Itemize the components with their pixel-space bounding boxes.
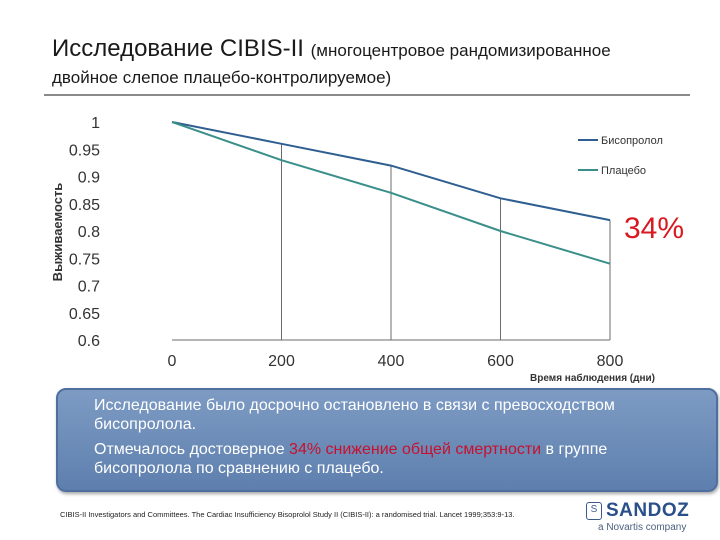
info-paragraph-2-start: Отмечалось достоверное: [94, 441, 290, 458]
y-tick-label: 0.9: [78, 170, 100, 187]
y-axis-label: Выживаемость: [50, 183, 65, 282]
info-box: Исследование было досрочно остановлено в…: [56, 388, 718, 492]
info-paragraph-1: Исследование было досрочно остановлено в…: [94, 397, 615, 433]
x-tick-label: 0: [168, 353, 177, 370]
title-main: Исследование CIBIS-II: [52, 35, 304, 62]
y-tick-label: 1: [91, 115, 100, 132]
sandoz-brand: SANDOZ: [606, 500, 690, 521]
info-paragraph-2-end: в группе бисопролола по сравнению с плац…: [94, 441, 608, 477]
info-paragraph-2: Отмечалось достоверное 34% снижение обще…: [94, 440, 704, 478]
legend-label-1: Бисопролол: [601, 135, 663, 147]
y-tick-label: 0.65: [69, 306, 100, 323]
y-tick-label: 0.8: [78, 224, 100, 241]
info-highlight: 34% снижение общей смертности: [289, 441, 542, 458]
sandoz-mark-icon: S: [586, 502, 602, 520]
y-tick-label: 0.85: [69, 197, 100, 214]
legend-label-2: Плацебо: [601, 165, 646, 177]
y-tick-label: 0.95: [69, 142, 100, 159]
title-subtitle-2: двойное слепое плацебо-контролируемое): [52, 68, 392, 87]
series-line-2: [171, 121, 611, 265]
sandoz-logo: S SANDOZ a Novartis company: [586, 498, 696, 534]
title-subtitle-1: (многоцентровое рандомизированное: [310, 41, 611, 60]
x-tick-label: 200: [268, 353, 295, 370]
title-separator: [44, 94, 690, 96]
x-tick-label: 800: [597, 353, 624, 370]
mortality-reduction-callout: 34%: [624, 212, 685, 245]
x-axis-label: Время наблюдения (дни): [530, 372, 655, 384]
series-line-1: [171, 121, 611, 222]
slide-title: Исследование CIBIS-II (многоцентровое ра…: [52, 34, 692, 90]
y-tick-label: 0.75: [69, 251, 100, 268]
y-tick-label: 0.7: [78, 279, 100, 296]
y-tick-label: 0.6: [78, 333, 100, 350]
reference-footnote: CIBIS-II Investigators and Committees. T…: [60, 510, 515, 519]
x-tick-label: 400: [378, 353, 405, 370]
sandoz-tagline: a Novartis company: [598, 522, 687, 533]
x-tick-label: 600: [487, 353, 514, 370]
